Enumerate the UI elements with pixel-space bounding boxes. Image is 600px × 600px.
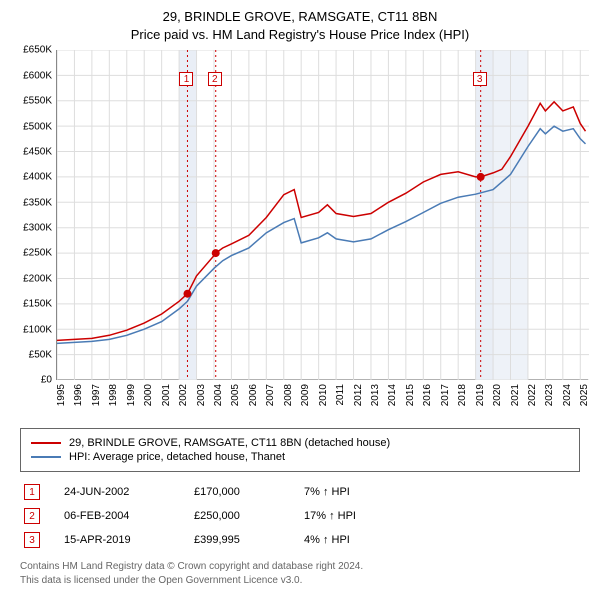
- x-axis: 1995 1996 1997 1998 1999 2000 2001 2002 2003 2004…: [56, 380, 588, 420]
- y-tick-label: £650K: [23, 45, 52, 56]
- y-axis: £0£50K£100K£150K£200K£250K£300K£350K£400…: [12, 50, 56, 380]
- y-tick-label: £0: [41, 375, 52, 386]
- sale-row-date: 15-APR-2019: [64, 534, 194, 546]
- footer-line-2: This data is licensed under the Open Gov…: [20, 574, 588, 588]
- legend-swatch: [31, 456, 61, 458]
- plot-area: 1 2 3: [56, 50, 588, 380]
- y-tick-label: £50K: [29, 349, 52, 360]
- legend-label: HPI: Average price, detached house, Than…: [69, 451, 285, 463]
- x-tick-label: 2003: [196, 384, 207, 406]
- sale-row-price: £170,000: [194, 486, 304, 498]
- y-tick-label: £100K: [23, 324, 52, 335]
- title-address: 29, BRINDLE GROVE, RAMSGATE, CT11 8BN: [12, 8, 588, 26]
- x-tick-label: 2015: [405, 384, 416, 406]
- y-tick-label: £350K: [23, 197, 52, 208]
- attribution-footer: Contains HM Land Registry data © Crown c…: [20, 560, 588, 588]
- x-tick-label: 1997: [91, 384, 102, 406]
- chart-area: £0 £50K £100K £150K £200K £250K £300K £350K £400…: [12, 50, 588, 420]
- x-tick-label: 2005: [230, 384, 241, 406]
- sale-row-marker: 2: [24, 508, 40, 524]
- legend-swatch: [31, 442, 61, 444]
- legend: 29, BRINDLE GROVE, RAMSGATE, CT11 8BN (d…: [20, 428, 580, 472]
- x-tick-label: 2020: [492, 384, 503, 406]
- y-tick-label: £300K: [23, 223, 52, 234]
- x-tick-label: 2024: [562, 384, 573, 406]
- x-tick-label: 2001: [161, 384, 172, 406]
- footer-line-1: Contains HM Land Registry data © Crown c…: [20, 560, 588, 574]
- plot-svg: [57, 50, 589, 380]
- sale-row-date: 24-JUN-2002: [64, 486, 194, 498]
- x-tick-label: 2008: [283, 384, 294, 406]
- x-tick-label: 2004: [213, 384, 224, 406]
- sale-dot: [212, 249, 220, 257]
- x-tick-label: 1996: [73, 384, 84, 406]
- y-tick-label: £250K: [23, 248, 52, 259]
- title-area: 29, BRINDLE GROVE, RAMSGATE, CT11 8BN Pr…: [12, 8, 588, 44]
- sale-dot: [477, 173, 485, 181]
- legend-label: 29, BRINDLE GROVE, RAMSGATE, CT11 8BN (d…: [69, 437, 390, 449]
- x-tick-label: 2002: [178, 384, 189, 406]
- x-tick-label: 2013: [370, 384, 381, 406]
- x-tick-label: 2007: [265, 384, 276, 406]
- x-tick-label: 2023: [544, 384, 555, 406]
- sale-row-marker: 1: [24, 484, 40, 500]
- sale-row-price: £399,995: [194, 534, 304, 546]
- sale-row-marker: 3: [24, 532, 40, 548]
- sale-marker-label: 3: [473, 72, 487, 86]
- x-tick-label: 1995: [56, 384, 67, 406]
- x-tick-label: 2000: [143, 384, 154, 406]
- sale-row-delta: 7% ↑ HPI: [304, 486, 424, 498]
- sale-row-delta: 17% ↑ HPI: [304, 510, 424, 522]
- x-tick-label: 2011: [335, 384, 346, 406]
- y-tick-label: £400K: [23, 172, 52, 183]
- chart-container: 29, BRINDLE GROVE, RAMSGATE, CT11 8BN Pr…: [0, 0, 600, 600]
- x-tick-label: 2012: [353, 384, 364, 406]
- y-tick-label: £450K: [23, 146, 52, 157]
- sale-dot: [183, 290, 191, 298]
- x-tick-label: 1998: [108, 384, 119, 406]
- sale-row-price: £250,000: [194, 510, 304, 522]
- x-tick-label: 1999: [126, 384, 137, 406]
- sale-row-date: 06-FEB-2004: [64, 510, 194, 522]
- x-tick-label: 2021: [510, 384, 521, 406]
- x-tick-label: 2010: [318, 384, 329, 406]
- y-tick-label: £600K: [23, 70, 52, 81]
- x-tick-label: 2019: [475, 384, 486, 406]
- y-tick-label: £200K: [23, 273, 52, 284]
- x-tick-label: 2018: [457, 384, 468, 406]
- x-tick-label: 2006: [248, 384, 259, 406]
- series-hpi: [57, 127, 586, 344]
- x-tick-label: 2022: [527, 384, 538, 406]
- legend-row: HPI: Average price, detached house, Than…: [31, 451, 569, 463]
- sale-row: 1 24-JUN-2002£170,0007% ↑ HPI: [20, 480, 580, 504]
- sale-marker-label: 2: [208, 72, 222, 86]
- series-property: [57, 102, 586, 341]
- y-tick-label: £500K: [23, 121, 52, 132]
- x-tick-label: 2014: [387, 384, 398, 406]
- y-tick-label: £150K: [23, 299, 52, 310]
- x-tick-label: 2016: [422, 384, 433, 406]
- legend-row: 29, BRINDLE GROVE, RAMSGATE, CT11 8BN (d…: [31, 437, 569, 449]
- x-tick-label: 2009: [300, 384, 311, 406]
- sales-table: 1 24-JUN-2002£170,0007% ↑ HPI 2 06-FEB-2004…: [20, 480, 580, 552]
- sale-row: 3 15-APR-2019£399,9954% ↑ HPI: [20, 528, 580, 552]
- sale-row-delta: 4% ↑ HPI: [304, 534, 424, 546]
- sale-marker-label: 1: [179, 72, 193, 86]
- title-subtitle: Price paid vs. HM Land Registry's House …: [12, 26, 588, 44]
- y-tick-label: £550K: [23, 96, 52, 107]
- x-tick-label: 2017: [440, 384, 451, 406]
- x-tick-label: 2025: [579, 384, 590, 406]
- sale-row: 2 06-FEB-2004£250,00017% ↑ HPI: [20, 504, 580, 528]
